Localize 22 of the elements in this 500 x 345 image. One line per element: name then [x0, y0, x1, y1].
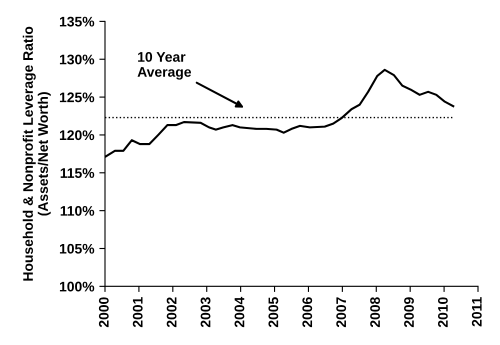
- x-tick-label: 2000: [98, 297, 109, 328]
- y-tick-label: 100%: [60, 282, 94, 292]
- x-tick-label: 2006: [302, 297, 312, 328]
- y-tick-label: 125%: [60, 92, 94, 102]
- y-tick-label: 110%: [60, 206, 94, 216]
- x-tick-label: 2002: [166, 297, 177, 328]
- ref-line-label: 10 Year Average: [138, 52, 192, 80]
- y-tick-label: 130%: [60, 54, 94, 64]
- x-tick-label: 2011: [472, 297, 482, 326]
- x-tick-label: 2004: [234, 296, 244, 328]
- y-tick-label: 105%: [60, 244, 94, 254]
- x-tick-label: 2009: [404, 297, 414, 328]
- x-tick-label: 2001: [132, 297, 143, 328]
- y-tick-label: 115%: [60, 168, 94, 178]
- x-tick-label: 2003: [200, 297, 210, 328]
- y-axis-title: Household & Nonprofit Leverage Ratio (Assets/Net Worth): [22, 26, 51, 281]
- x-tick-label: 2010: [438, 297, 448, 328]
- x-tick-label: 2007: [336, 297, 346, 328]
- x-tick-label: 2005: [268, 297, 278, 328]
- x-tick-label: 2008: [370, 297, 380, 328]
- y-tick-label: 135%: [60, 16, 94, 27]
- y-tick-label: 120%: [60, 130, 94, 140]
